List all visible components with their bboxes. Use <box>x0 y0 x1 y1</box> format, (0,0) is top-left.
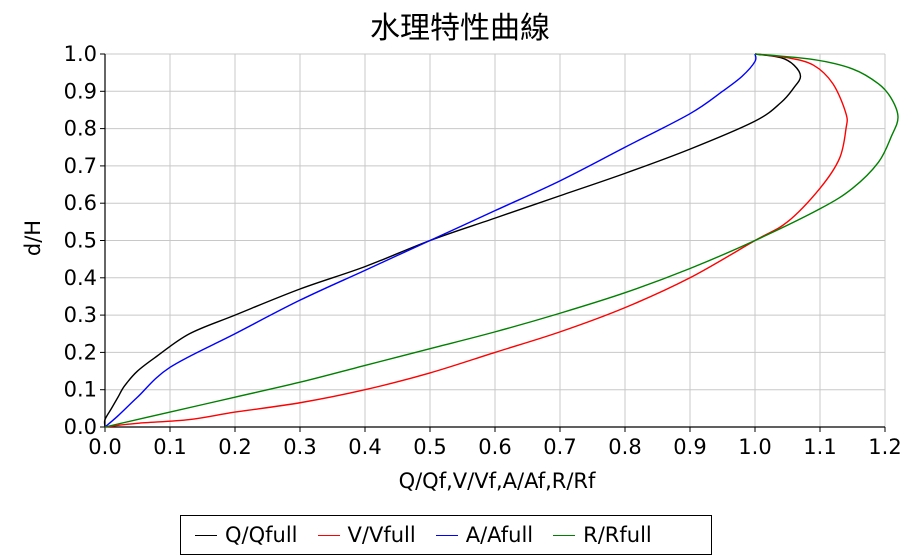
y-tick-label: 0.7 <box>64 154 97 178</box>
y-tick-label: 0.5 <box>64 229 97 253</box>
x-tick-label: 1.1 <box>803 435 836 459</box>
legend-label-a: A/Afull <box>465 523 534 547</box>
legend-label-r: R/Rfull <box>583 523 652 547</box>
tick-labels: 0.0 0.1 0.2 0.3 0.4 0.5 0.6 0.7 0.8 0.9 1.0 1.1 1.2 0… <box>64 42 902 459</box>
x-tick-label: 0.1 <box>153 435 186 459</box>
y-tick-label: 0.3 <box>64 303 97 327</box>
legend-label-v: V/Vfull <box>347 523 416 547</box>
x-axis-label: Q/Qf,V/Vf,A/Af,R/Rf <box>399 469 596 493</box>
x-tick-label: 1.0 <box>738 435 771 459</box>
x-tick-label: 1.2 <box>868 435 901 459</box>
grid <box>104 53 886 428</box>
legend-swatch-r <box>553 534 576 536</box>
legend-item-r: R/Rfull <box>553 523 652 547</box>
legend-item-q: Q/Qfull <box>195 523 298 547</box>
y-tick-label: 1.0 <box>64 42 97 66</box>
axes <box>100 53 886 432</box>
x-tick-label: 0.0 <box>88 435 121 459</box>
x-tick-label: 0.9 <box>673 435 706 459</box>
series-line-a-afull <box>104 53 757 428</box>
series <box>103 53 899 428</box>
legend-item-a: A/Afull <box>435 523 534 547</box>
y-tick-label: 0.4 <box>64 266 97 290</box>
x-tick-label: 0.2 <box>218 435 251 459</box>
series-line-v-vfull <box>104 53 848 428</box>
chart-title: 水理特性曲線 <box>370 11 550 46</box>
legend: Q/Qfull V/Vfull A/Afull R/Rfull <box>180 515 712 555</box>
x-tick-label: 0.7 <box>543 435 576 459</box>
legend-item-v: V/Vfull <box>317 523 416 547</box>
legend-swatch-q <box>195 534 217 536</box>
legend-swatch-v <box>317 534 340 536</box>
x-tick-label: 0.3 <box>283 435 316 459</box>
x-tick-label: 0.6 <box>478 435 511 459</box>
y-tick-label: 0.9 <box>64 79 97 103</box>
y-axis-label: d/H <box>21 220 45 256</box>
legend-label-q: Q/Qfull <box>225 523 298 547</box>
y-tick-label: 0.8 <box>64 117 97 141</box>
y-tick-label: 0.2 <box>64 340 97 364</box>
legend-swatch-a <box>435 534 458 536</box>
series-line-r-rfull <box>104 53 899 428</box>
y-tick-label: 0.6 <box>64 191 97 215</box>
x-tick-label: 0.5 <box>413 435 446 459</box>
x-tick-label: 0.4 <box>348 435 381 459</box>
y-tick-label: 0.0 <box>64 415 97 439</box>
y-tick-label: 0.1 <box>64 378 97 402</box>
x-tick-label: 0.8 <box>608 435 641 459</box>
